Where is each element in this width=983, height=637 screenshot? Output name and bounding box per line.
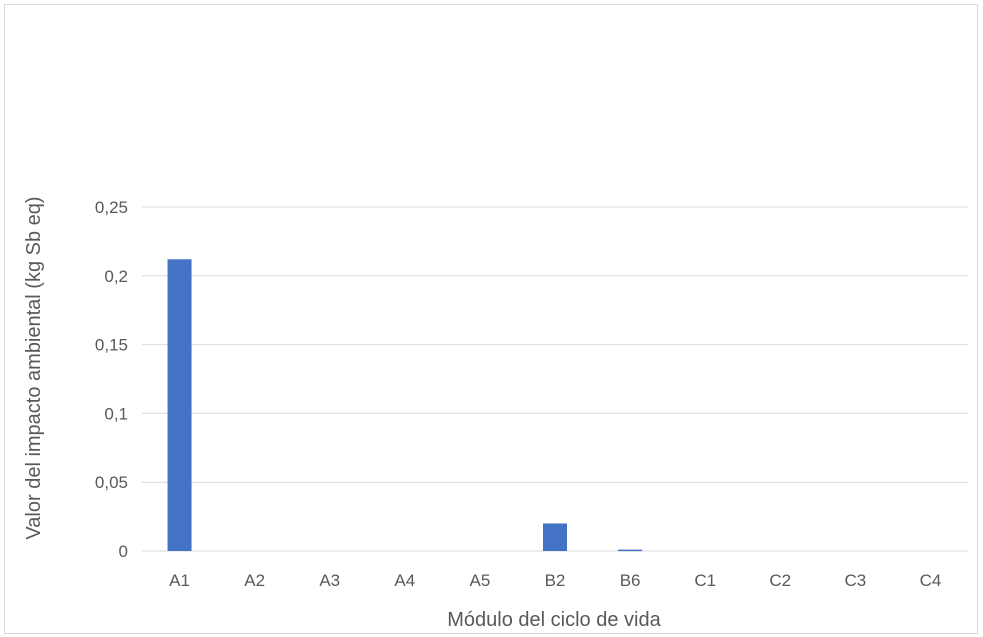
x-tick-label: C2 xyxy=(769,571,791,590)
bars xyxy=(167,259,643,552)
bar-b6 xyxy=(618,549,643,552)
bar-b2 xyxy=(543,523,567,551)
x-tick-label: B6 xyxy=(620,571,641,590)
y-tick-label: 0 xyxy=(119,542,128,561)
chart-frame xyxy=(4,4,978,634)
x-tick-label: C1 xyxy=(694,571,716,590)
x-tick-label: A2 xyxy=(244,571,265,590)
x-tick-labels: A1 A2 A3 A4 A5 B2 B6 C1 C2 C3 C4 xyxy=(169,571,941,590)
x-tick-label: A5 xyxy=(470,571,491,590)
x-tick-label: C4 xyxy=(920,571,942,590)
x-tick-label: C3 xyxy=(844,571,866,590)
x-axis-title: Módulo del ciclo de vida xyxy=(447,609,661,631)
x-tick-label: A1 xyxy=(169,571,190,590)
x-tick-label: B2 xyxy=(545,571,566,590)
y-tick-labels: 0 0,05 0,1 0,15 0,2 0,25 xyxy=(95,198,128,561)
gridlines xyxy=(142,206,968,552)
y-tick-label: 0,25 xyxy=(95,198,128,217)
y-axis-title: Valor del impacto ambiental (kg Sb eq) xyxy=(23,196,45,539)
bar-a1 xyxy=(167,259,192,551)
y-tick-label: 0,1 xyxy=(104,404,128,423)
y-tick-label: 0,15 xyxy=(95,336,128,355)
x-tick-label: A4 xyxy=(394,571,415,590)
y-tick-label: 0,05 xyxy=(95,473,128,492)
y-tick-label: 0,2 xyxy=(104,267,128,286)
x-tick-label: A3 xyxy=(319,571,340,590)
